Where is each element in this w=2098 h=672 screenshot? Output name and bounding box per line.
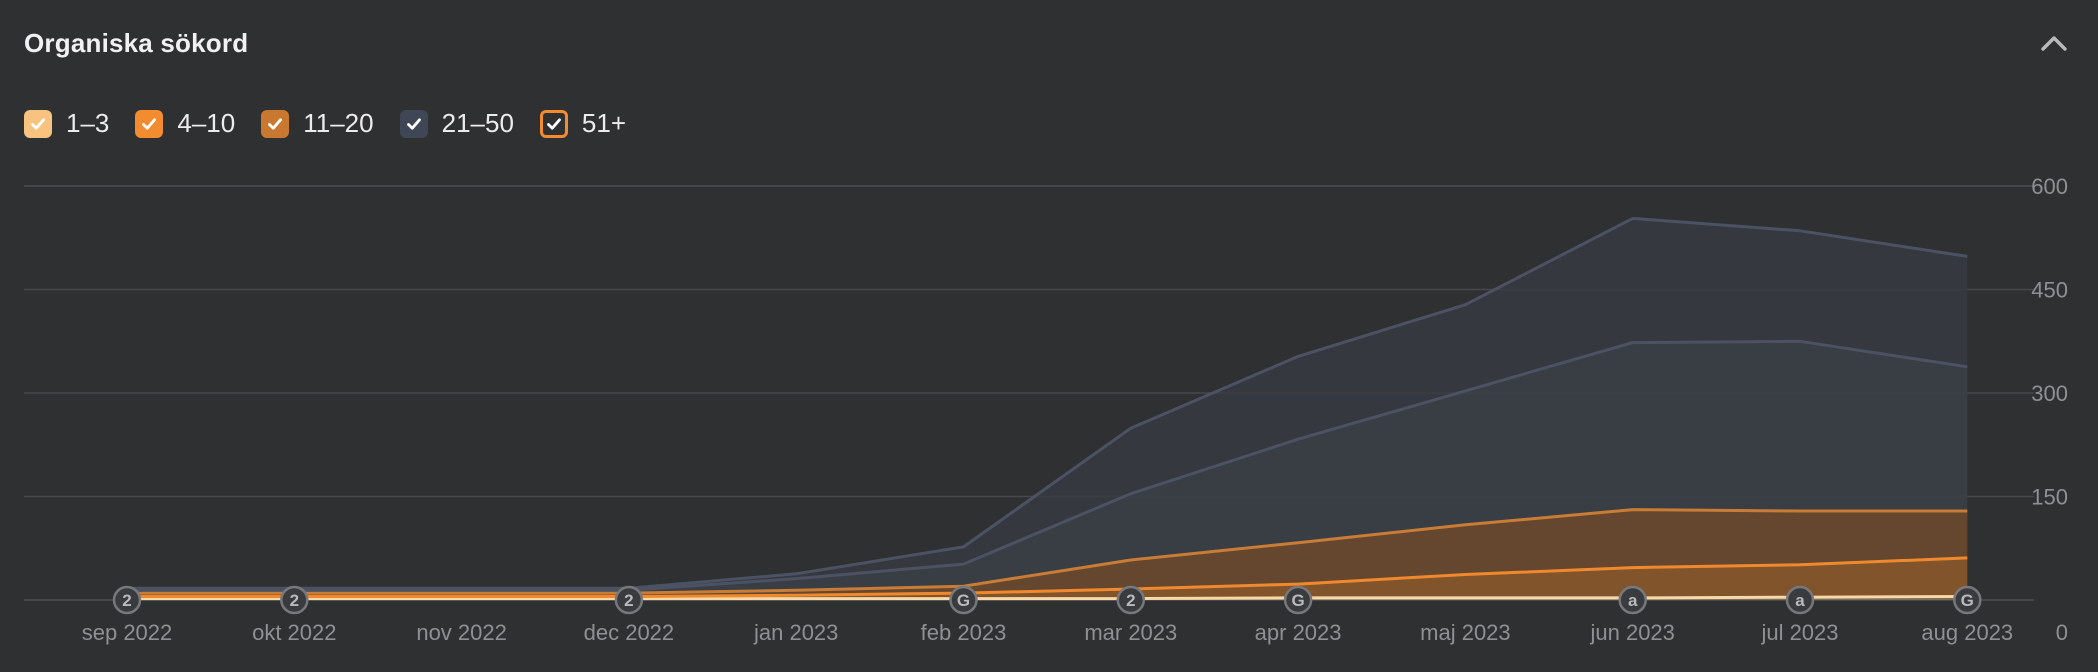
check-icon bbox=[547, 117, 561, 130]
legend-checkbox-21-50[interactable] bbox=[399, 109, 428, 138]
line-series-0 bbox=[127, 595, 1968, 601]
line-series-3 bbox=[127, 339, 1968, 592]
legend-item-1-3[interactable]: 1–3 bbox=[24, 108, 109, 139]
area-series-4 bbox=[127, 218, 1968, 591]
line-series-2 bbox=[127, 508, 1968, 595]
collapse-button[interactable] bbox=[2036, 28, 2072, 60]
legend-label-4-10: 4–10 bbox=[177, 108, 236, 138]
annotation-label: a bbox=[1628, 591, 1638, 610]
panel-title: Organiska sökord bbox=[24, 28, 249, 58]
check-icon bbox=[31, 117, 45, 130]
y-tick-label: 150 bbox=[2031, 485, 2068, 510]
annotation-marker[interactable]: G bbox=[949, 585, 978, 615]
annotation-marker[interactable]: a bbox=[1785, 585, 1815, 615]
annotation-marker[interactable]: 2 bbox=[614, 585, 644, 615]
annotation-label: 2 bbox=[624, 591, 633, 610]
legend-checkbox-1-3[interactable] bbox=[24, 109, 52, 138]
x-tick-label: maj 2023 bbox=[1420, 620, 1511, 645]
annotation-circle bbox=[614, 585, 644, 615]
chart-legend: 1–3 4–10 11–20 21–50 51+ bbox=[24, 108, 626, 139]
annotation-label: a bbox=[1795, 591, 1805, 610]
legend-label-51-plus: 51+ bbox=[581, 108, 627, 138]
y-tick-label: 600 bbox=[2031, 174, 2068, 199]
annotation-circle bbox=[1953, 585, 1982, 615]
x-tick-label: jan 2023 bbox=[753, 620, 838, 645]
annotation-label: G bbox=[957, 591, 970, 610]
area-series-1 bbox=[127, 557, 1968, 599]
annotation-marker[interactable]: 2 bbox=[1116, 585, 1146, 615]
line-series-4 bbox=[127, 216, 1968, 590]
annotation-marker[interactable]: 2 bbox=[112, 585, 142, 615]
legend-checkbox-4-10[interactable] bbox=[135, 109, 164, 138]
legend-item-51-plus[interactable]: 51+ bbox=[539, 108, 627, 139]
annotation-circle bbox=[1116, 585, 1146, 615]
x-tick-label: okt 2022 bbox=[252, 620, 336, 645]
y-tick-label: 300 bbox=[2031, 381, 2068, 406]
annotation-label: G bbox=[1961, 591, 1974, 610]
annotation-circle bbox=[112, 585, 142, 615]
annotation-label: 2 bbox=[290, 591, 299, 610]
x-tick-label: jun 2023 bbox=[1589, 620, 1674, 645]
legend-label-21-50: 21–50 bbox=[441, 108, 514, 138]
x-tick-label: feb 2023 bbox=[921, 620, 1007, 645]
y-tick-label: 0 bbox=[2056, 620, 2068, 645]
check-icon bbox=[268, 117, 283, 130]
legend-label-11-20: 11–20 bbox=[303, 108, 374, 138]
check-icon bbox=[142, 117, 157, 130]
x-tick-label: sep 2022 bbox=[82, 620, 173, 645]
x-tick-label: nov 2022 bbox=[416, 620, 507, 645]
x-tick-label: jul 2023 bbox=[1760, 620, 1838, 645]
legend-checkbox-11-20[interactable] bbox=[261, 109, 290, 138]
area-series-3 bbox=[127, 341, 1968, 594]
legend-item-11-20[interactable]: 11–20 bbox=[261, 108, 374, 139]
x-tick-label: aug 2023 bbox=[1921, 620, 2013, 645]
y-tick-label: 450 bbox=[2031, 278, 2068, 303]
annotation-circle bbox=[1618, 585, 1647, 615]
annotation-circle bbox=[949, 585, 978, 615]
annotation-label: G bbox=[1291, 591, 1304, 610]
annotation-circle bbox=[280, 585, 309, 615]
chevron-up-icon bbox=[2041, 36, 2067, 51]
annotation-label: 2 bbox=[122, 591, 131, 610]
annotation-label: 2 bbox=[1126, 591, 1135, 610]
area-series-2 bbox=[127, 509, 1968, 597]
line-series-1 bbox=[127, 556, 1968, 598]
x-tick-label: apr 2023 bbox=[1255, 620, 1342, 645]
annotation-marker[interactable]: 2 bbox=[280, 585, 309, 615]
annotation-marker[interactable]: G bbox=[1283, 585, 1313, 615]
x-tick-label: mar 2023 bbox=[1084, 620, 1177, 645]
annotation-circle bbox=[1283, 585, 1313, 615]
annotation-circle bbox=[1785, 585, 1815, 615]
legend-item-21-50[interactable]: 21–50 bbox=[399, 108, 514, 139]
annotation-marker[interactable]: a bbox=[1618, 585, 1647, 615]
x-tick-label: dec 2022 bbox=[584, 620, 675, 645]
check-icon bbox=[406, 117, 421, 130]
legend-item-4-10[interactable]: 4–10 bbox=[135, 108, 235, 139]
legend-label-1-3: 1–3 bbox=[66, 108, 110, 138]
annotation-marker[interactable]: G bbox=[1953, 585, 1982, 615]
legend-checkbox-51-plus[interactable] bbox=[539, 109, 568, 138]
